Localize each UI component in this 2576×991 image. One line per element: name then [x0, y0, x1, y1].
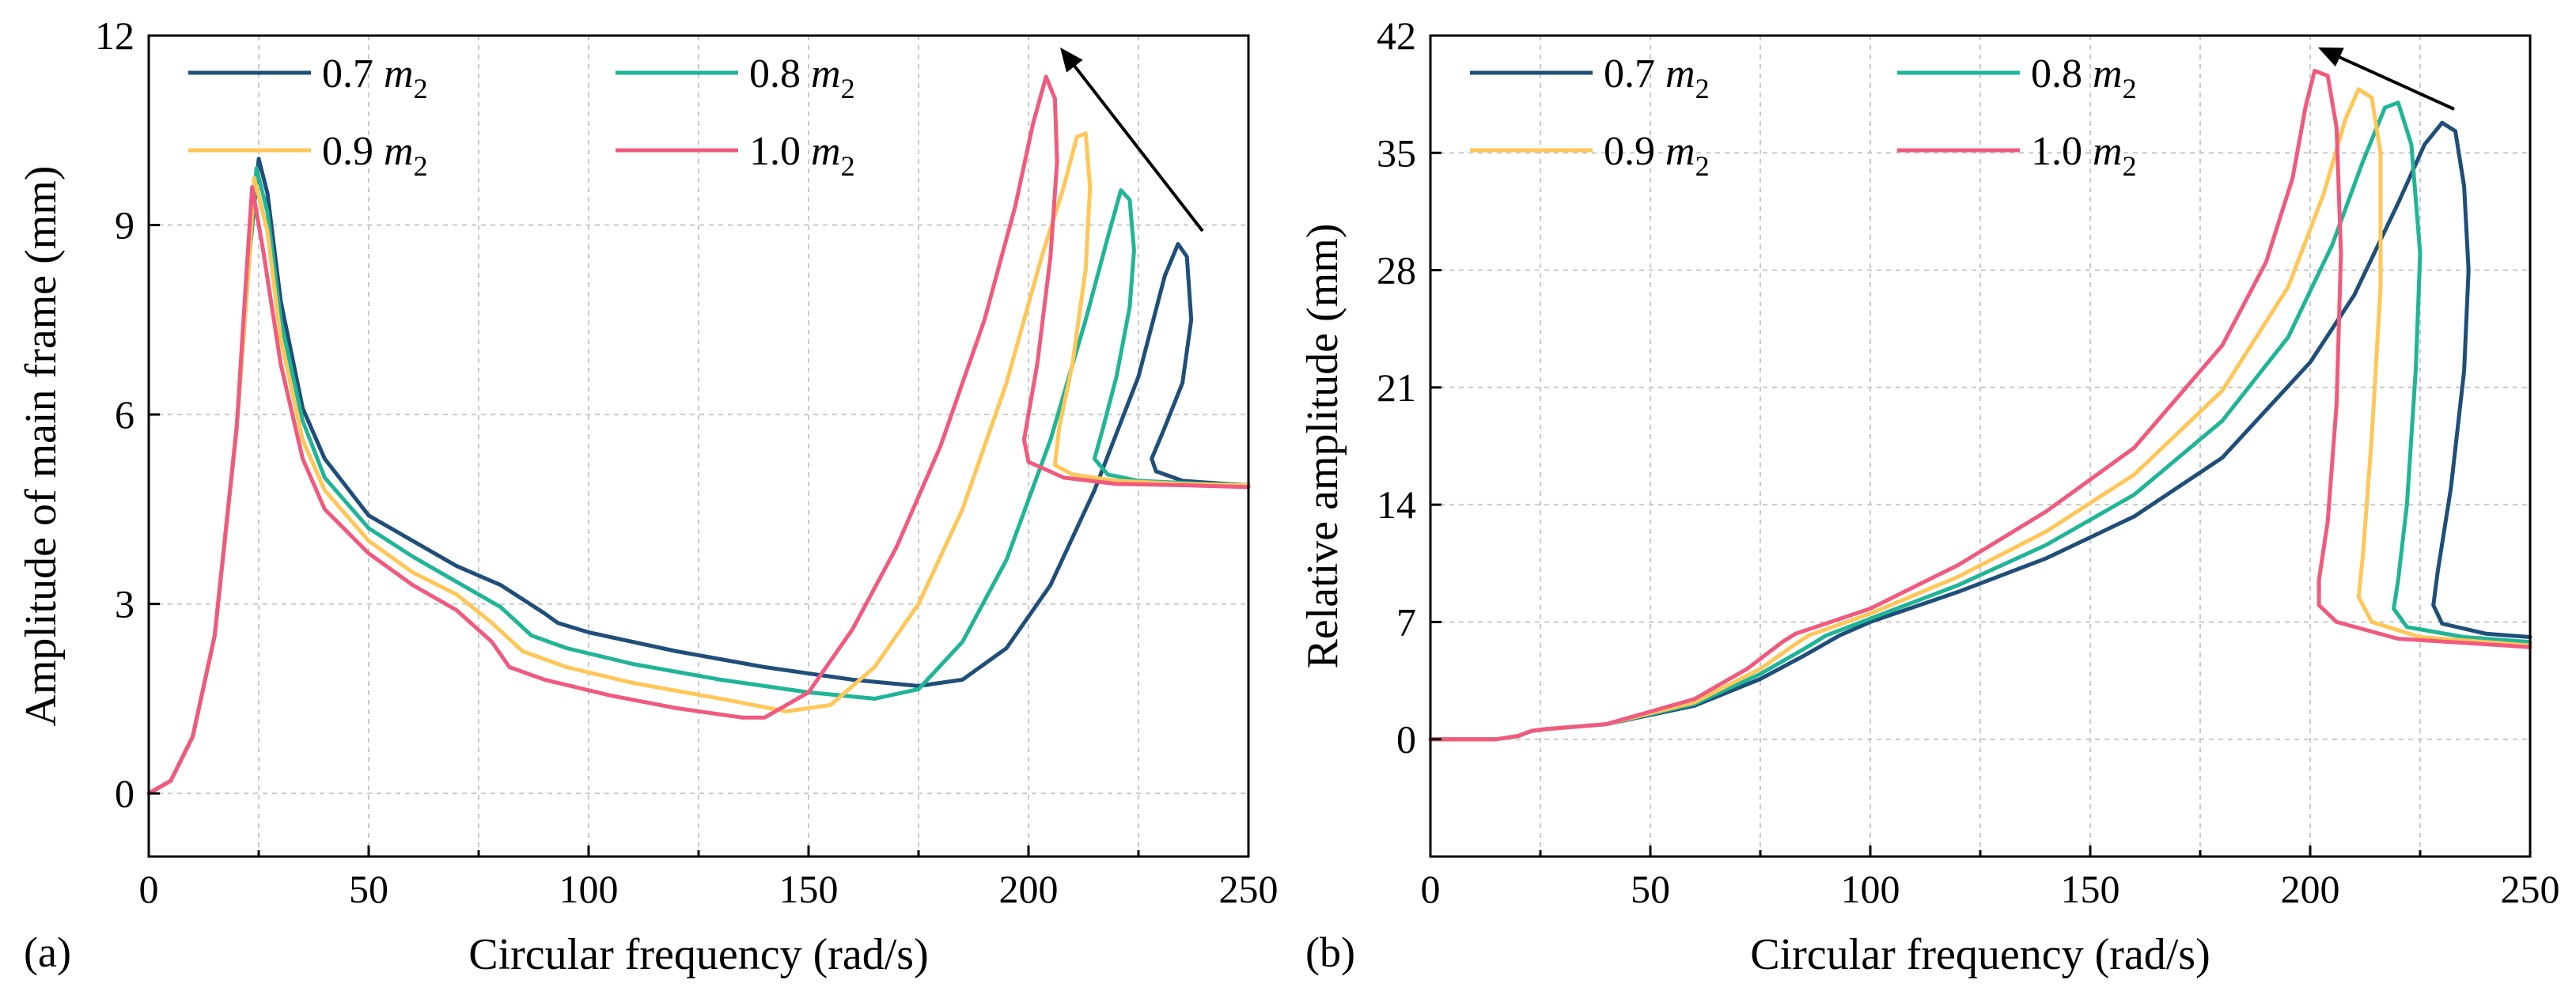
y-tick-label: 6	[115, 392, 134, 437]
panel-label-b: (b)	[1305, 929, 1355, 976]
legend-label: 0.8 m2	[749, 51, 855, 104]
x-tick-label: 0	[1421, 867, 1441, 911]
legend-b: 0.7 m2 0.8 m2 0.9 m2 1.0 m2	[1470, 51, 2137, 182]
legend-label: 0.7 m2	[1604, 51, 1710, 104]
series-line-0.9	[146, 131, 1251, 796]
x-tick-label: 250	[1219, 867, 1279, 911]
y-tick-label: 28	[1377, 248, 1416, 293]
x-tick-label: 200	[999, 867, 1059, 911]
series-line-1.0	[146, 74, 1251, 796]
series-line-1.0	[1428, 69, 2532, 742]
series-b	[1428, 69, 2532, 742]
y-tick-label: 0	[1396, 717, 1416, 762]
series-line-0.8	[146, 166, 1251, 796]
legend-label: 1.0 m2	[749, 129, 855, 182]
y-tick-label: 21	[1377, 365, 1416, 410]
chart-panel-a: 0 50 100 150 200 250 0 3 6 9 12 0.7 m2 0.8 m2 0.9 m2…	[17, 13, 1279, 979]
annotation-arrow-a	[1073, 65, 1204, 233]
x-tick-label: 50	[349, 867, 388, 911]
ticks-a: 0 50 100 150 200 250 0 3 6 9 12	[95, 13, 1279, 911]
series-line-0.9	[1428, 87, 2532, 742]
y-axis-label-a: Amplitude of main frame (mm)	[17, 165, 66, 726]
legend-a: 0.7 m2 0.8 m2 0.9 m2 1.0 m2	[188, 51, 855, 182]
annotation-arrowhead-b	[2318, 47, 2344, 67]
y-tick-label: 12	[95, 13, 134, 58]
annotation-arrowhead-a	[1060, 47, 1083, 73]
y-tick-label: 14	[1377, 482, 1416, 527]
x-tick-label: 100	[1841, 867, 1900, 911]
legend-label: 1.0 m2	[2031, 129, 2137, 182]
series-a	[146, 74, 1251, 796]
x-tick-label: 50	[1631, 867, 1670, 911]
y-tick-label: 42	[1377, 13, 1416, 58]
x-tick-label: 150	[2061, 867, 2120, 911]
annotation-arrow-b	[2339, 55, 2455, 111]
legend-label: 0.9 m2	[322, 129, 428, 182]
y-axis-label-b: Relative amplitude (mm)	[1298, 224, 1347, 669]
x-tick-label: 250	[2501, 867, 2560, 911]
legend-label: 0.9 m2	[1604, 129, 1710, 182]
y-tick-label: 35	[1377, 130, 1416, 175]
legend-label: 0.7 m2	[322, 51, 428, 104]
y-tick-label: 7	[1396, 600, 1416, 644]
x-tick-label: 150	[779, 867, 839, 911]
x-tick-label: 100	[559, 867, 619, 911]
grid-b	[1430, 36, 2530, 857]
x-axis-label-a: Circular frequency (rad/s)	[468, 930, 929, 979]
legend-label: 0.8 m2	[2031, 51, 2137, 104]
y-tick-label: 9	[115, 203, 134, 248]
y-tick-label: 0	[115, 771, 134, 815]
series-line-0.7	[146, 157, 1251, 796]
ticks-b: 0 50 100 150 200 250 0 7 14 21 28 35 42	[1377, 13, 2560, 911]
chart-panel-b: 0 50 100 150 200 250 0 7 14 21 28 35 42 0.7 m2 0.8 m2…	[1298, 13, 2560, 979]
y-tick-label: 3	[115, 582, 134, 626]
x-tick-label: 0	[139, 867, 159, 911]
x-axis-label-b: Circular frequency (rad/s)	[1750, 930, 2210, 979]
x-tick-label: 200	[2281, 867, 2340, 911]
panel-label-a: (a)	[24, 929, 71, 976]
